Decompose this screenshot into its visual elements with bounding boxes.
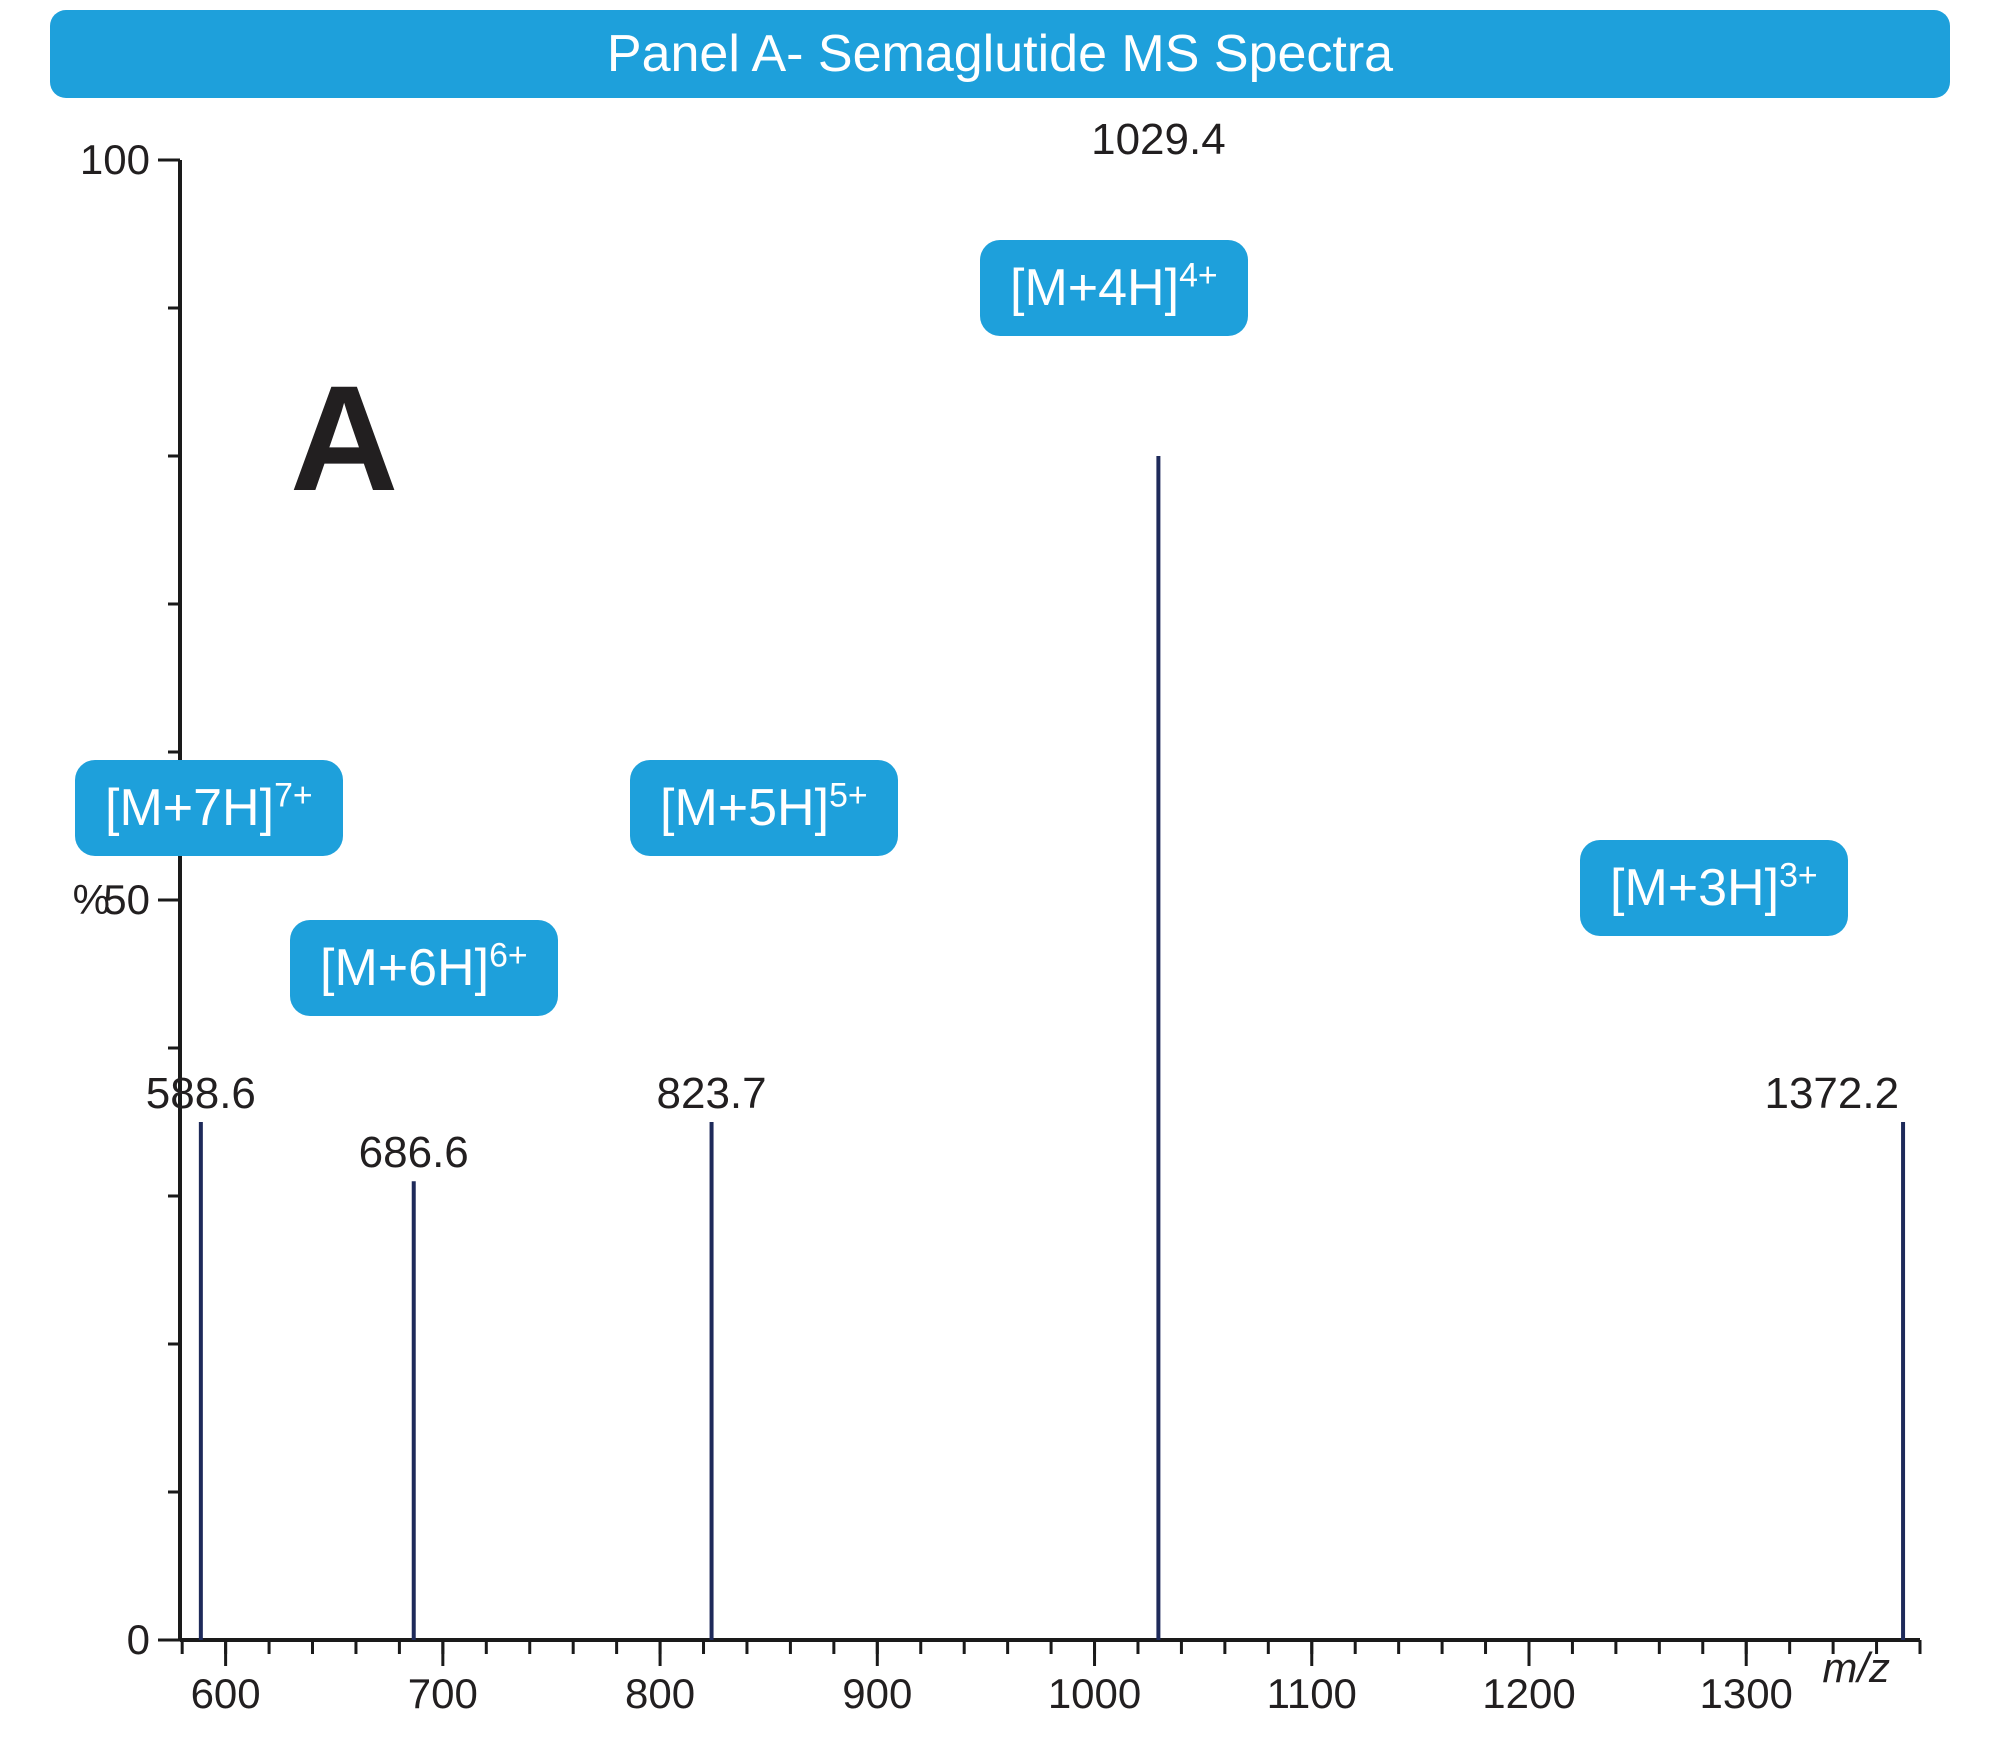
- svg-text:823.7: 823.7: [657, 1069, 767, 1118]
- svg-text:1100: 1100: [1267, 1670, 1357, 1717]
- svg-text:686.6: 686.6: [359, 1128, 469, 1177]
- svg-text:700: 700: [408, 1670, 478, 1717]
- svg-text:1000: 1000: [1048, 1670, 1141, 1717]
- svg-text:A: A: [290, 354, 398, 522]
- svg-text:900: 900: [842, 1670, 912, 1717]
- svg-text:800: 800: [625, 1670, 695, 1717]
- svg-text:1200: 1200: [1482, 1670, 1575, 1717]
- page: Panel A- Semaglutide MS Spectra 0 50 100% 6…: [0, 0, 2000, 1761]
- ion-annotation: [M+5H]5+: [630, 760, 898, 856]
- ion-annotation: [M+6H]6+: [290, 920, 558, 1016]
- svg-text:1300: 1300: [1699, 1670, 1792, 1717]
- svg-text:m/z: m/z: [1822, 1644, 1890, 1691]
- svg-text:588.6: 588.6: [146, 1069, 256, 1118]
- svg-text:0: 0: [127, 1616, 150, 1663]
- svg-text:600: 600: [191, 1670, 261, 1717]
- svg-text:1372.2: 1372.2: [1764, 1069, 1899, 1118]
- ion-annotation: [M+4H]4+: [980, 240, 1248, 336]
- ion-annotation: [M+7H]7+: [75, 760, 343, 856]
- ion-annotation: [M+3H]3+: [1580, 840, 1848, 936]
- svg-text:50: 50: [103, 876, 150, 923]
- panel-title-bar: Panel A- Semaglutide MS Spectra: [50, 10, 1950, 98]
- svg-text:1029.4: 1029.4: [1091, 120, 1226, 164]
- svg-text:100: 100: [80, 136, 150, 183]
- svg-text:%: %: [73, 876, 110, 923]
- ms-spectrum-chart: 0 50 100% 600 700 800 900 1000 1100 1200 1300 m/z 58…: [60, 120, 1940, 1720]
